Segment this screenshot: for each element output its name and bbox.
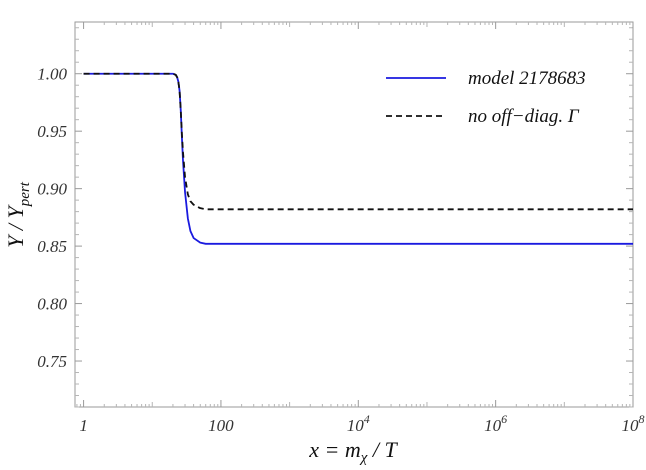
y-tick-label: 0.85 bbox=[37, 237, 67, 256]
x-tick-label-exponent: 8 bbox=[639, 412, 645, 426]
ticks: 0.750.800.850.900.951.001 100 104 106 108 bbox=[37, 22, 645, 435]
x-tick-label-base: 1 bbox=[79, 416, 88, 435]
x-tick-label-base: 10 bbox=[484, 416, 502, 435]
y-tick-label: 0.90 bbox=[37, 180, 67, 199]
y-tick-label: 0.95 bbox=[37, 122, 67, 141]
y-tick-label: 1.00 bbox=[37, 65, 67, 84]
x-tick-label: 100 bbox=[208, 416, 234, 435]
y-tick-label: 0.75 bbox=[37, 352, 67, 371]
x-axis-title: x = mχ / T bbox=[308, 437, 398, 466]
x-tick-label-exponent: 6 bbox=[501, 412, 507, 426]
series-line-1 bbox=[83, 72, 633, 245]
y-tick-label: 0.80 bbox=[37, 295, 67, 314]
plot-frame bbox=[74, 21, 634, 408]
y-axis-title: Y / Ypert bbox=[3, 181, 33, 248]
series-line-2 bbox=[83, 72, 633, 211]
series-layer bbox=[83, 72, 633, 245]
legend: model 2178683 no off−diag. Γ bbox=[386, 68, 586, 127]
x-tick-label-base: 10 bbox=[622, 416, 640, 435]
x-tick-label-base: 100 bbox=[208, 416, 234, 435]
x-tick-label: 104 bbox=[347, 412, 370, 435]
x-tick-label-base: 10 bbox=[347, 416, 365, 435]
legend-label-1: model 2178683 bbox=[468, 68, 586, 89]
legend-label-2: no off−diag. Γ bbox=[468, 106, 580, 127]
x-tick-label: 106 bbox=[484, 412, 507, 435]
x-tick-label-exponent: 4 bbox=[364, 412, 370, 426]
x-tick-label: 108 bbox=[622, 412, 645, 435]
x-tick-label: 1 bbox=[79, 416, 88, 435]
